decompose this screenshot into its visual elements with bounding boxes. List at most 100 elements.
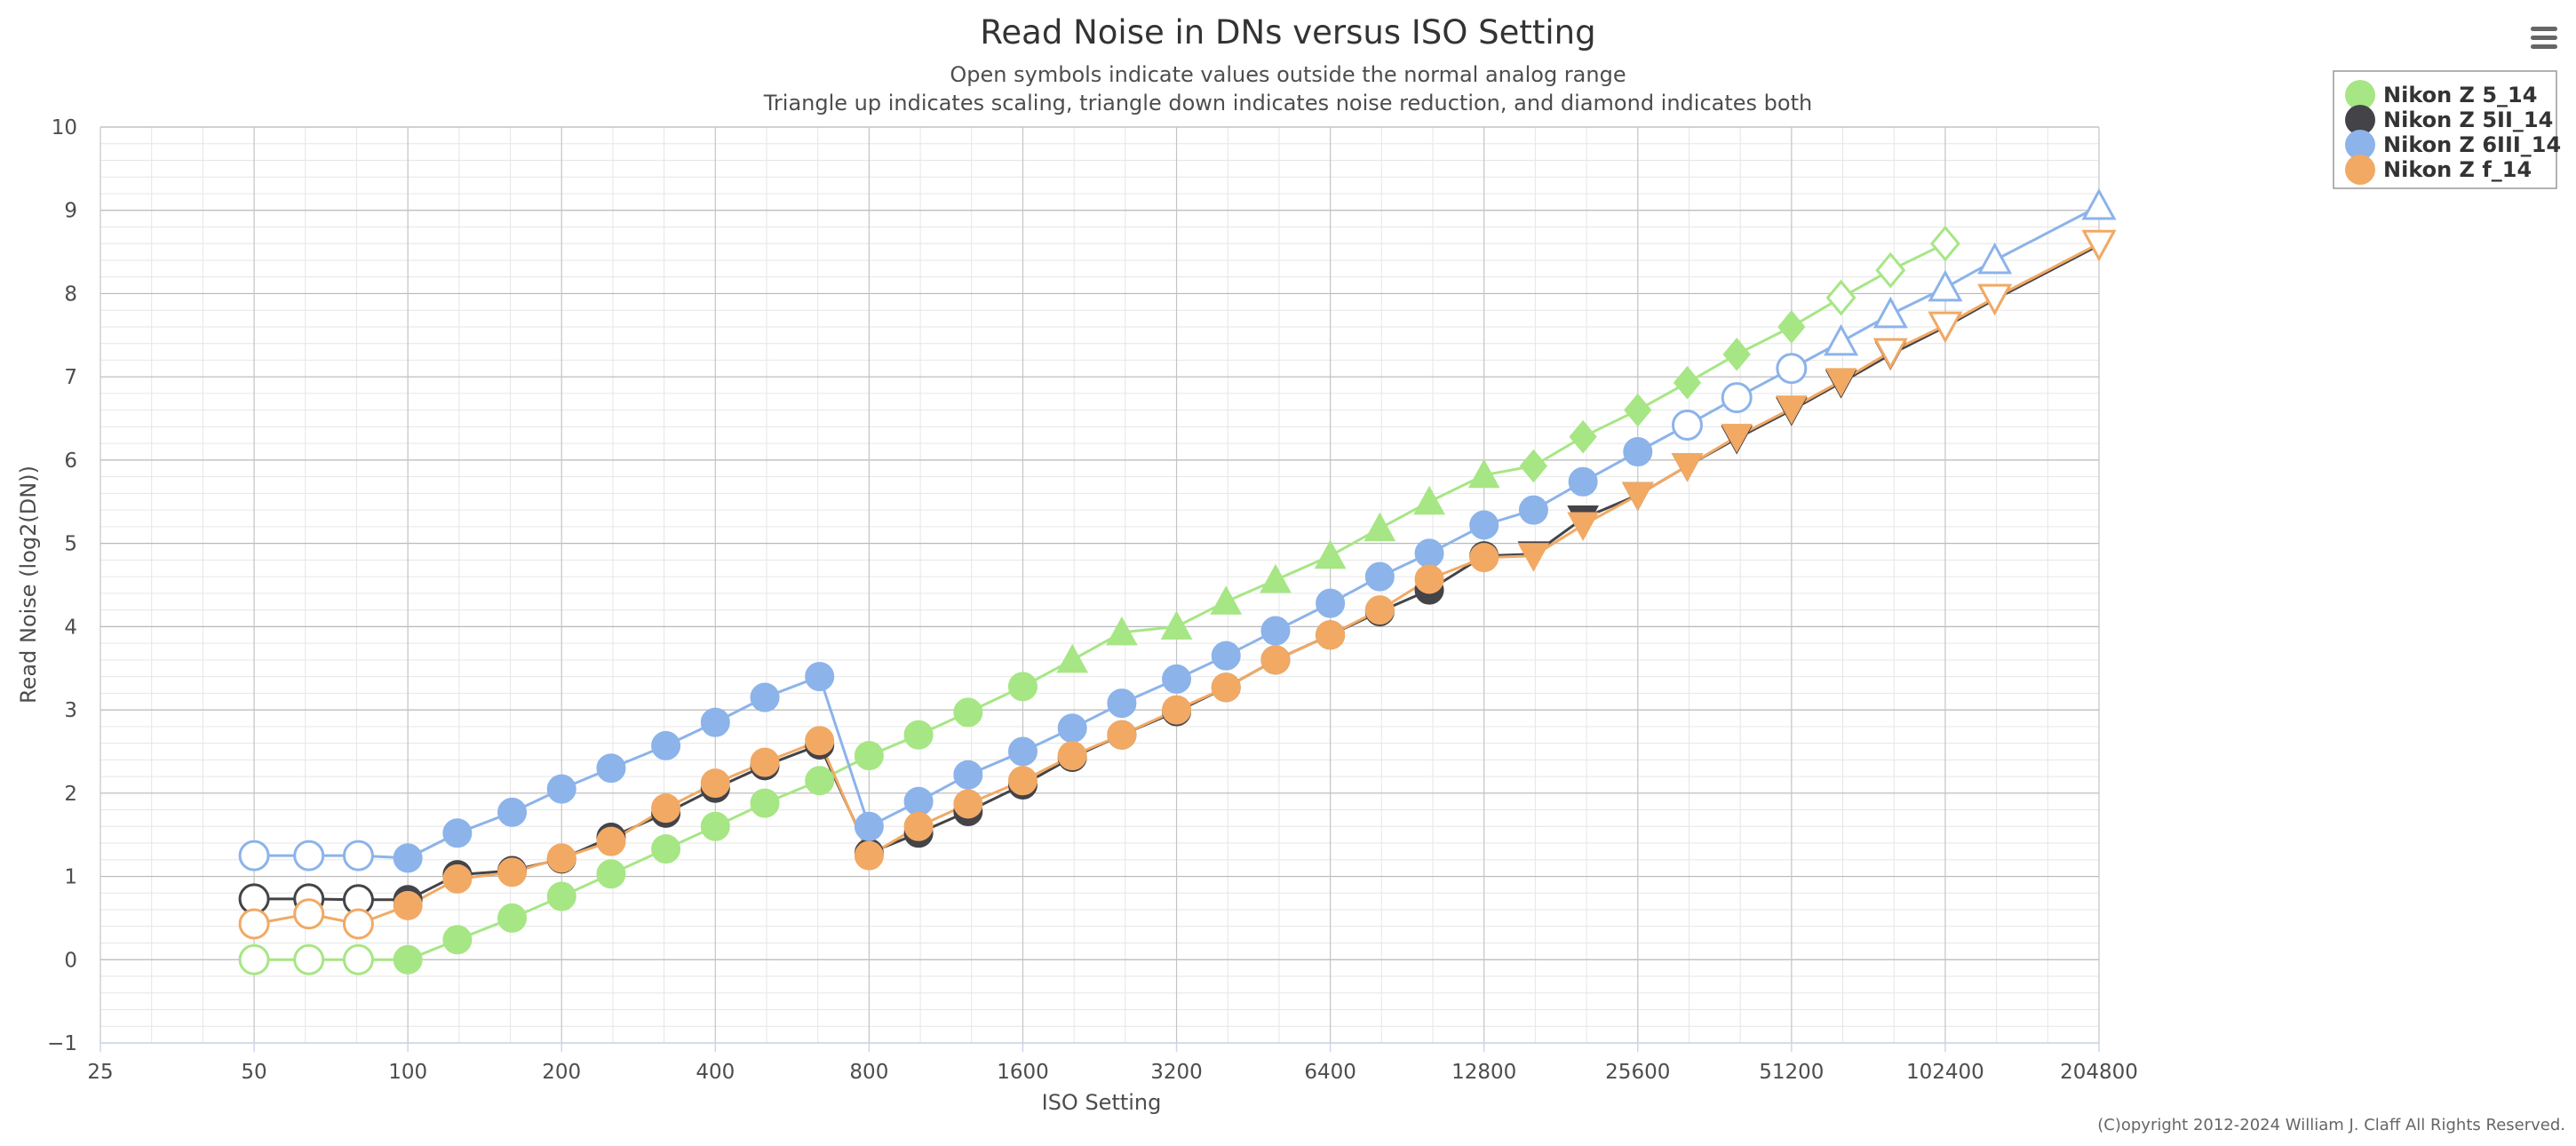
x-tick-label: 12800 bbox=[1451, 1061, 1516, 1084]
y-tick-label: 4 bbox=[64, 616, 77, 639]
data-point bbox=[1624, 393, 1652, 427]
data-point bbox=[442, 925, 473, 955]
legend-label-1: Nikon Z 5_14 bbox=[2383, 83, 2537, 107]
data-point bbox=[238, 908, 270, 940]
data-point bbox=[1364, 595, 1395, 625]
x-axis-ticks: 25 50 100 200 400 800 1600 3200 6400 12800 25600 51… bbox=[87, 1043, 2138, 1084]
x-axis-title: ISO Setting bbox=[1042, 1090, 1162, 1115]
data-point bbox=[497, 797, 528, 827]
data-point bbox=[1057, 741, 1087, 771]
data-point bbox=[1519, 449, 1548, 483]
data-point bbox=[1210, 585, 1243, 615]
copyright-credit: (C)opyright 2012-2024 William J. Claff A… bbox=[2097, 1116, 2565, 1134]
legend-label-4: Nikon Z f_14 bbox=[2383, 157, 2532, 182]
data-point bbox=[1776, 395, 1808, 425]
x-tick-label: 400 bbox=[696, 1061, 735, 1084]
data-point bbox=[1977, 283, 2013, 316]
data-point bbox=[1106, 616, 1138, 646]
series-line-1 bbox=[254, 242, 1946, 961]
major-grid bbox=[99, 126, 2100, 1044]
x-tick-label: 25 bbox=[87, 1061, 113, 1084]
data-point bbox=[1414, 564, 1444, 594]
data-point bbox=[1057, 713, 1087, 744]
data-point bbox=[1623, 437, 1653, 467]
data-point bbox=[903, 811, 934, 841]
data-point bbox=[1518, 495, 1548, 525]
data-point bbox=[1260, 616, 1291, 646]
data-point bbox=[1316, 620, 1346, 650]
data-point bbox=[1977, 242, 2013, 275]
data-point bbox=[1517, 543, 1550, 572]
data-point bbox=[1107, 688, 1137, 719]
data-point bbox=[1160, 610, 1193, 640]
x-tick-label: 204800 bbox=[2060, 1061, 2138, 1084]
data-point bbox=[596, 753, 626, 784]
data-point bbox=[953, 760, 983, 790]
data-point bbox=[1414, 538, 1444, 569]
data-point bbox=[1671, 410, 1703, 442]
data-point bbox=[1825, 368, 1857, 397]
x-tick-label: 1600 bbox=[997, 1061, 1049, 1084]
data-point bbox=[1776, 353, 1808, 385]
series-markers-3 bbox=[238, 187, 2117, 873]
y-axis-title: Read Noise (log2(DN)) bbox=[16, 466, 41, 704]
series-markers bbox=[238, 187, 2117, 975]
chart-subtitle-line-1: Open symbols indicate values outside the… bbox=[950, 62, 1626, 87]
y-tick-label: −1 bbox=[47, 1032, 77, 1055]
data-point bbox=[1721, 382, 1753, 414]
chart-menu-button[interactable] bbox=[2528, 23, 2560, 53]
data-point bbox=[1316, 588, 1346, 618]
x-tick-label: 800 bbox=[849, 1061, 888, 1084]
data-point bbox=[805, 726, 835, 756]
y-tick-label: 9 bbox=[64, 200, 77, 223]
data-point bbox=[854, 840, 884, 871]
data-point bbox=[700, 707, 730, 737]
data-point bbox=[1364, 512, 1396, 542]
x-tick-label: 102400 bbox=[1906, 1061, 1984, 1084]
legend-marker-4 bbox=[2345, 155, 2375, 185]
data-point bbox=[1721, 424, 1753, 453]
x-tick-label: 25600 bbox=[1605, 1061, 1670, 1084]
data-point bbox=[1621, 481, 1654, 512]
y-tick-label: 0 bbox=[64, 949, 77, 972]
data-point bbox=[393, 944, 423, 975]
data-point bbox=[293, 898, 325, 930]
data-point bbox=[1875, 251, 1906, 289]
data-point bbox=[1162, 695, 1192, 725]
x-tick-label: 51200 bbox=[1759, 1061, 1824, 1084]
data-point bbox=[596, 826, 626, 856]
legend-marker-3 bbox=[2345, 130, 2375, 160]
data-point bbox=[1928, 269, 1963, 302]
chart-title: Read Noise in DNs versus ISO Setting bbox=[980, 13, 1595, 52]
data-point bbox=[1107, 720, 1137, 750]
minor-grid bbox=[100, 127, 2099, 1043]
data-point bbox=[1007, 672, 1038, 702]
data-point bbox=[238, 840, 270, 871]
data-point bbox=[700, 811, 730, 841]
data-point bbox=[342, 943, 374, 975]
data-point bbox=[442, 818, 473, 848]
chart-subtitle-line-2: Triangle up indicates scaling, triangle … bbox=[763, 91, 1812, 115]
data-point bbox=[651, 834, 681, 864]
y-tick-label: 7 bbox=[64, 366, 77, 389]
data-point bbox=[750, 788, 780, 818]
data-point bbox=[1162, 664, 1192, 694]
data-point bbox=[1364, 561, 1395, 592]
data-point bbox=[805, 662, 835, 692]
data-point bbox=[1211, 641, 1241, 671]
data-point bbox=[651, 730, 681, 760]
data-point bbox=[700, 768, 730, 799]
data-point bbox=[1568, 466, 1598, 497]
series-markers-4 bbox=[238, 229, 2117, 940]
data-point bbox=[1872, 296, 1908, 329]
data-point bbox=[1260, 645, 1291, 675]
data-point bbox=[953, 697, 983, 728]
y-tick-label: 5 bbox=[64, 533, 77, 556]
data-point bbox=[750, 747, 780, 777]
data-point bbox=[393, 843, 423, 873]
data-point bbox=[1469, 543, 1499, 573]
data-point bbox=[293, 943, 325, 975]
hamburger-menu-icon[interactable] bbox=[2531, 27, 2557, 49]
